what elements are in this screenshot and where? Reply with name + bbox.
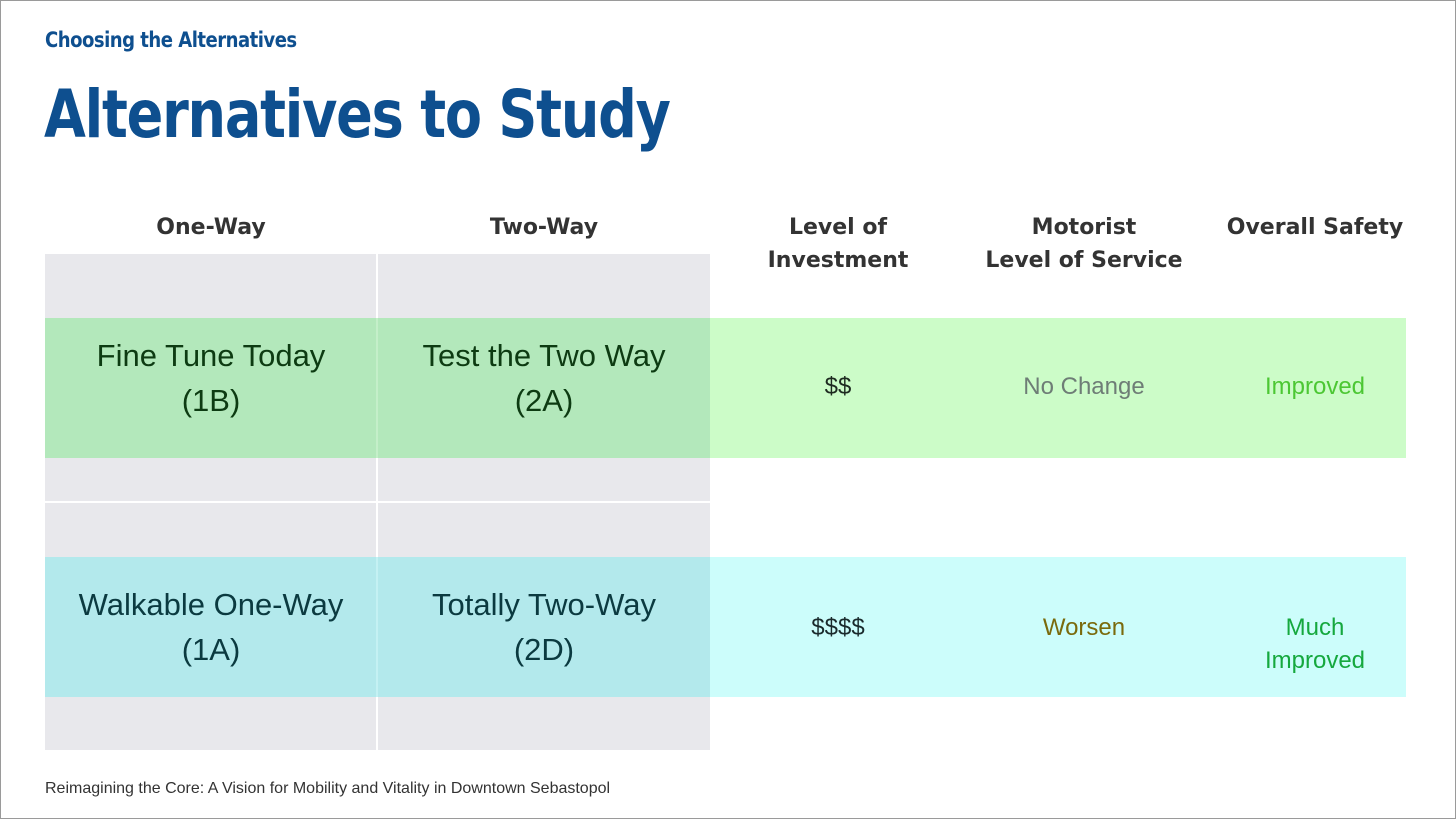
investment-value: $$ — [824, 373, 852, 400]
safety-line: Improved — [1264, 373, 1366, 400]
alternative-test-the-two-way: Test the Two Way (2A) — [378, 333, 710, 423]
header-motorist-level-of-service: Motorist Level of Service — [960, 211, 1208, 277]
alternative-name: Walkable One-Way — [78, 587, 344, 622]
investment-value: $$$$ — [811, 614, 865, 641]
row-2-cell-divider — [376, 557, 378, 697]
alternative-walkable-one-way: Walkable One-Way (1A) — [45, 582, 377, 672]
header-motorist-line-2: Level of Service — [985, 248, 1183, 273]
alternative-totally-two-way: Totally Two-Way (2D) — [378, 582, 710, 672]
header-investment-line-2: Investment — [767, 248, 909, 273]
header-investment-line-1: Level of — [788, 215, 888, 240]
alternative-code: (1A) — [181, 632, 241, 667]
header-level-of-investment: Level of Investment — [730, 211, 946, 277]
safety-value: Much Improved — [1222, 611, 1408, 677]
section-label: Choosing the Alternatives — [45, 28, 297, 52]
safety-value: Improved — [1222, 370, 1408, 403]
alternative-code: (2D) — [513, 632, 575, 667]
motorist-value: No Change — [1023, 373, 1145, 400]
motorist-value: Worsen — [1042, 614, 1126, 641]
safety-line: Much — [1285, 614, 1345, 641]
alternative-fine-tune-today: Fine Tune Today (1B) — [45, 333, 377, 423]
alternative-name: Totally Two-Way — [432, 587, 656, 622]
alternative-name: Test the Two Way — [422, 338, 666, 373]
alternative-code: (1B) — [181, 383, 241, 418]
header-two-way: Two-Way — [489, 215, 599, 240]
header-one-way: One-Way — [156, 215, 266, 240]
slide-title: Alternatives to Study — [44, 76, 671, 153]
safety-line: Improved — [1264, 647, 1366, 674]
header-motorist-line-1: Motorist — [1031, 215, 1137, 240]
row-1-cell-divider — [376, 318, 378, 458]
header-overall-safety: Overall Safety — [1226, 215, 1404, 240]
footer-text: Reimagining the Core: A Vision for Mobil… — [45, 780, 611, 797]
alternative-code: (2A) — [514, 383, 574, 418]
grid-divider-horizontal — [45, 501, 710, 503]
alternative-name: Fine Tune Today — [96, 338, 326, 373]
